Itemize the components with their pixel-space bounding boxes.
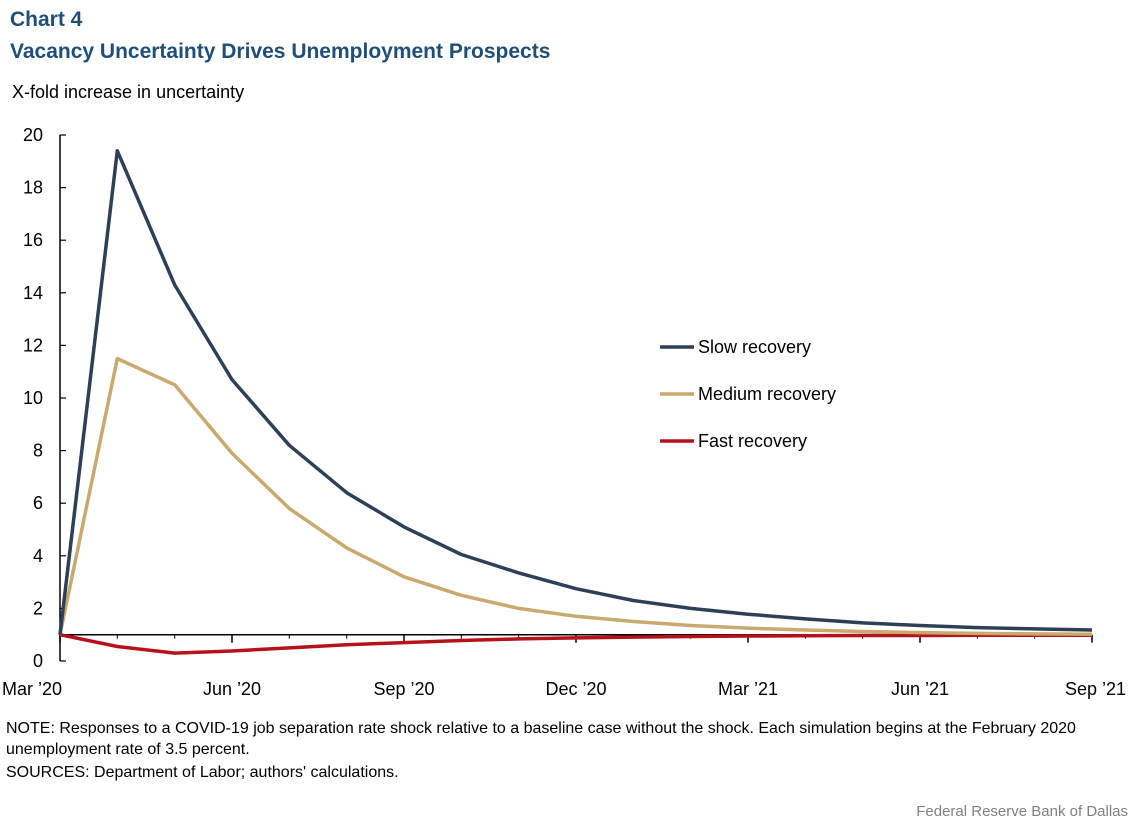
- y-tick-label: 8: [33, 441, 43, 461]
- y-tick-label: 12: [23, 335, 43, 355]
- series-line-fast-recovery: [59, 632, 1092, 655]
- legend: Slow recovery Medium recovery Fast recover…: [660, 337, 836, 451]
- x-axis: Mar ’20 Jun ’20 Sep ’20 Dec ’20 Mar ’21 Jun ’…: [2, 633, 1126, 699]
- legend-label: Medium recovery: [698, 384, 836, 404]
- series-line-slow-recovery: [58, 149, 1093, 635]
- y-axis: 0 2 4 6 8 10 12 14 16 18 20: [23, 125, 66, 671]
- series-layer: [58, 149, 1093, 655]
- y-axis-label: X-fold increase in uncertainty: [12, 82, 245, 102]
- y-tick-label: 18: [23, 178, 43, 198]
- x-tick-label: Mar ’21: [718, 679, 778, 699]
- line-chart: 0 2 4 6 8 10 12 14 16 18 20 Mar ’20 Jun ’20 Sep ’20 D…: [2, 125, 1126, 699]
- y-tick-label: 14: [23, 283, 43, 303]
- x-tick-label: Dec ’20: [545, 679, 606, 699]
- x-tick-label: Jun ’20: [203, 679, 261, 699]
- legend-label: Fast recovery: [698, 431, 807, 451]
- y-tick-label: 0: [33, 651, 43, 671]
- series-line-medium-recovery: [58, 356, 1093, 636]
- chart-note: NOTE: Responses to a COVID-19 job separa…: [6, 720, 1076, 758]
- y-tick-label: 16: [23, 230, 43, 250]
- x-tick-label: Sep ’21: [1065, 679, 1126, 699]
- legend-label: Slow recovery: [698, 337, 811, 357]
- y-tick-label: 20: [23, 125, 43, 145]
- chart-number: Chart 4: [10, 8, 83, 31]
- x-tick-label: Mar ’20: [2, 679, 62, 699]
- chart-sources: SOURCES: Department of Labor; authors' c…: [6, 764, 399, 781]
- y-tick-label: 2: [33, 598, 43, 618]
- credit-line: Federal Reserve Bank of Dallas: [916, 803, 1128, 820]
- y-tick-label: 6: [33, 493, 43, 513]
- y-tick-label: 4: [33, 546, 43, 566]
- chart-title: Vacancy Uncertainty Drives Unemployment …: [10, 40, 551, 63]
- y-tick-label: 10: [23, 388, 43, 408]
- x-tick-label: Jun ’21: [891, 679, 949, 699]
- x-tick-label: Sep ’20: [373, 679, 434, 699]
